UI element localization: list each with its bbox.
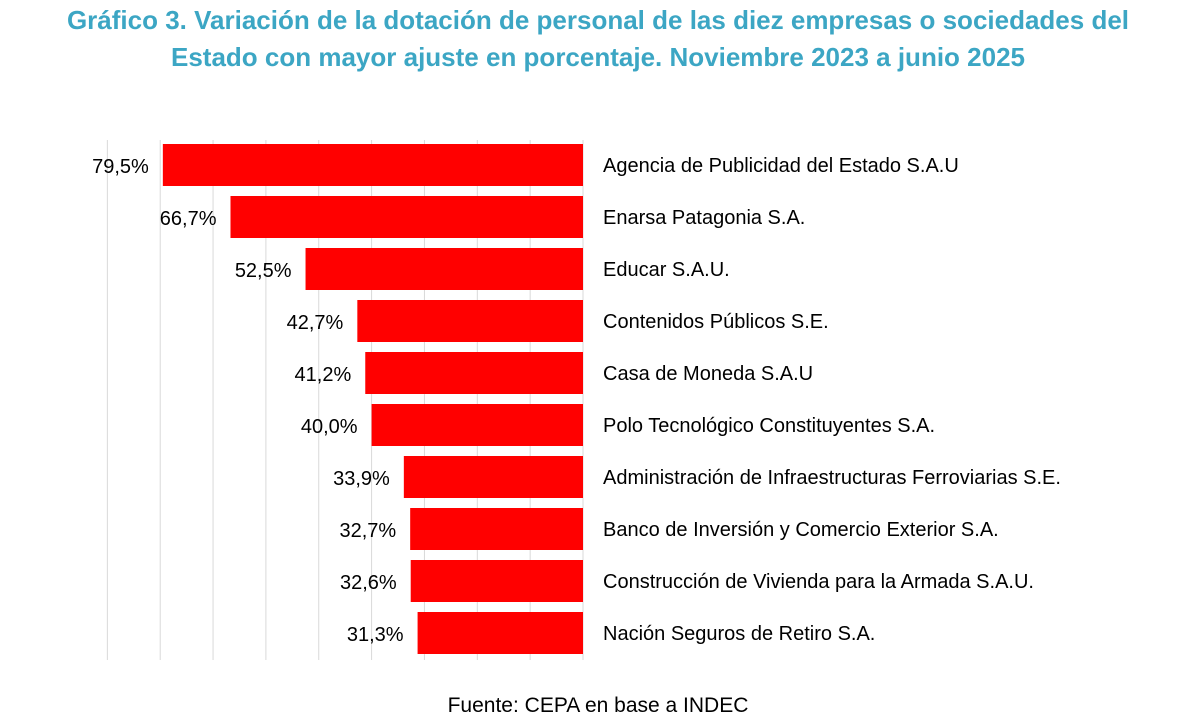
category-label: Nación Seguros de Retiro S.A. (603, 623, 875, 645)
chart-title: Gráfico 3. Variación de la dotación de p… (66, 5, 1130, 72)
bars (162, 144, 584, 654)
bar (305, 248, 583, 290)
bar (410, 560, 583, 602)
value-label: 52,5% (235, 260, 292, 282)
value-label: 66,7% (160, 208, 217, 230)
bar (365, 352, 583, 394)
bar (417, 612, 583, 654)
value-label: 79,5% (92, 156, 149, 178)
category-label: Polo Tecnológico Constituyentes S.A. (603, 415, 935, 437)
value-label: 32,6% (340, 572, 397, 594)
value-labels: 79,5% 66,7% 52,5% 42,7% 41,2% 40,0% 33,9% 32,7%… (92, 156, 404, 646)
bar (410, 508, 583, 550)
value-label: 32,7% (339, 520, 396, 542)
category-labels: Agencia de Publicidad del Estado S.A.U En… (603, 155, 1061, 645)
value-label: 41,2% (295, 364, 352, 386)
value-label: 42,7% (287, 312, 344, 334)
bar (230, 196, 584, 238)
category-label: Banco de Inversión y Comercio Exterior S… (603, 519, 999, 541)
bar (403, 456, 583, 498)
value-label: 33,9% (333, 468, 390, 490)
value-label: 40,0% (301, 416, 358, 438)
category-label: Contenidos Públicos S.E. (603, 311, 829, 333)
bar (371, 404, 583, 446)
category-label: Construcción de Vivienda para la Armada … (603, 571, 1034, 593)
bar (162, 144, 583, 186)
bar (357, 300, 583, 342)
source-note: Fuente: CEPA en base a INDEC (447, 694, 749, 717)
bar-chart: 79,5% 66,7% 52,5% 42,7% 41,2% 40,0% 33,9% 32,7%… (92, 140, 1061, 660)
category-label: Enarsa Patagonia S.A. (603, 207, 805, 229)
category-label: Educar S.A.U. (603, 259, 730, 281)
value-label: 31,3% (347, 624, 404, 646)
category-label: Casa de Moneda S.A.U (603, 363, 813, 385)
category-label: Administración de Infraestructuras Ferro… (603, 467, 1061, 489)
category-label: Agencia de Publicidad del Estado S.A.U (603, 155, 959, 177)
